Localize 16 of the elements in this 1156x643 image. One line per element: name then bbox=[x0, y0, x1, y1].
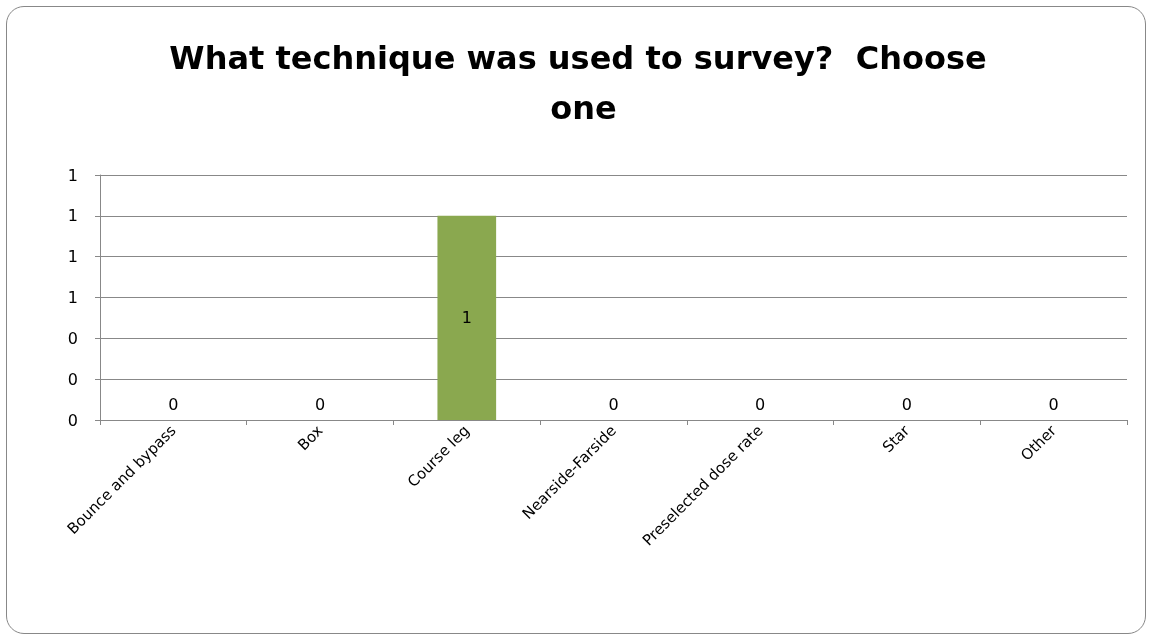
data-label: 0 bbox=[901, 394, 913, 414]
x-tick-label: Box bbox=[294, 421, 327, 455]
data-label: 0 bbox=[1048, 394, 1059, 414]
data-label: 1 bbox=[461, 308, 472, 328]
data-label: 0 bbox=[314, 394, 326, 414]
chart-title: What technique was used to survey? Choose one bbox=[169, 39, 987, 127]
y-tick-label: 0 bbox=[67, 369, 78, 389]
data-label: 0 bbox=[168, 394, 179, 414]
y-tick-label: 1 bbox=[67, 206, 78, 226]
y-tick-label: 0 bbox=[67, 410, 78, 430]
y-tick-label: 1 bbox=[67, 247, 78, 267]
y-tick-label: 1 bbox=[67, 288, 78, 307]
y-tick-label: 0 bbox=[67, 328, 78, 348]
y-tick-label: 1 bbox=[67, 165, 78, 185]
data-label: 0 bbox=[608, 394, 619, 414]
data-label: 0 bbox=[755, 394, 766, 414]
